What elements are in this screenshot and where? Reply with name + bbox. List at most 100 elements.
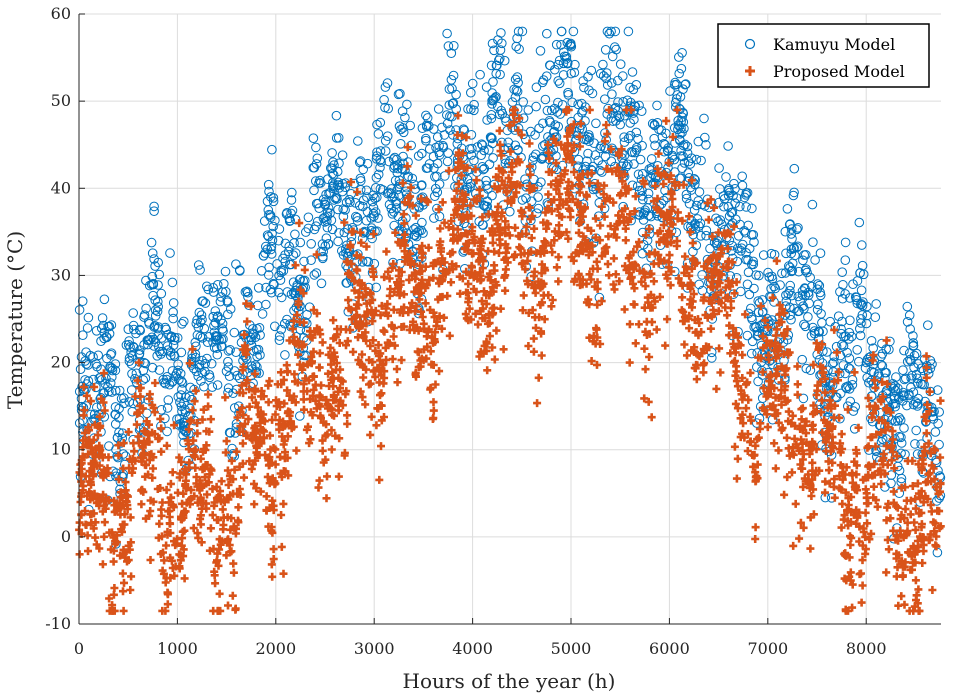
proposed-point — [217, 477, 226, 486]
kamuyu-point — [193, 260, 204, 270]
kamuyu-point — [598, 71, 609, 81]
proposed-point — [277, 511, 286, 519]
kamuyu-point — [400, 112, 410, 123]
proposed-point — [431, 337, 439, 346]
kamuyu-point — [635, 154, 646, 165]
proposed-point — [824, 457, 833, 466]
proposed-point — [500, 273, 509, 282]
proposed-point — [343, 411, 352, 420]
proposed-point — [267, 560, 276, 569]
kamuyu-point — [606, 78, 617, 88]
proposed-point — [459, 212, 467, 221]
kamuyu-point — [264, 186, 274, 197]
kamuyu-point — [554, 78, 565, 89]
proposed-point — [464, 239, 473, 248]
kamuyu-point — [652, 100, 662, 111]
proposed-point — [492, 281, 501, 290]
kamuyu-point — [670, 138, 680, 148]
proposed-point — [232, 447, 241, 456]
kamuyu-point — [800, 265, 811, 276]
kamuyu-point — [279, 318, 290, 329]
kamuyu-point — [407, 173, 418, 184]
proposed-point — [302, 425, 311, 434]
proposed-point — [169, 503, 178, 512]
kamuyu-point — [124, 356, 135, 367]
proposed-point — [155, 519, 164, 528]
kamuyu-point — [492, 60, 502, 71]
kamuyu-point — [200, 358, 210, 369]
kamuyu-point — [481, 82, 492, 92]
proposed-point — [923, 495, 932, 503]
kamuyu-point — [428, 124, 439, 134]
proposed-point — [109, 533, 118, 542]
proposed-point — [381, 343, 390, 352]
kamuyu-point — [545, 117, 556, 128]
proposed-point — [318, 446, 327, 455]
kamuyu-point — [905, 324, 916, 334]
proposed-point — [672, 242, 681, 250]
proposed-point — [238, 366, 247, 375]
kamuyu-point — [123, 324, 134, 335]
proposed-point — [886, 514, 895, 523]
kamuyu-point — [413, 151, 424, 161]
kamuyu-point — [486, 113, 497, 124]
proposed-point — [252, 484, 261, 493]
proposed-point — [269, 506, 278, 515]
proposed-point — [857, 598, 866, 607]
kamuyu-point — [409, 224, 419, 235]
kamuyu-point — [732, 193, 742, 203]
proposed-point — [710, 203, 718, 212]
kamuyu-point — [231, 347, 241, 358]
proposed-point — [84, 450, 93, 459]
proposed-point — [109, 557, 118, 566]
proposed-point — [575, 188, 584, 197]
proposed-point — [95, 544, 104, 553]
proposed-point — [501, 265, 510, 274]
proposed-point — [471, 309, 480, 318]
kamuyu-point — [785, 302, 795, 313]
proposed-point — [931, 519, 940, 528]
kamuyu-point — [733, 231, 744, 241]
kamuyu-point — [586, 65, 597, 76]
proposed-point — [522, 229, 531, 238]
kamuyu-point — [579, 82, 589, 93]
proposed-point — [398, 179, 407, 188]
proposed-point — [716, 368, 725, 377]
kamuyu-point — [329, 195, 339, 205]
proposed-point — [229, 568, 238, 577]
proposed-point — [347, 178, 355, 186]
proposed-point — [454, 179, 463, 188]
proposed-point — [712, 384, 721, 393]
proposed-point — [654, 149, 663, 158]
proposed-point — [76, 460, 85, 469]
proposed-point — [922, 352, 931, 361]
kamuyu-point — [736, 246, 746, 256]
kamuyu-point — [784, 261, 794, 271]
proposed-point — [571, 249, 580, 258]
proposed-point — [421, 299, 430, 308]
kamuyu-point — [168, 298, 179, 308]
proposed-point — [782, 433, 791, 442]
kamuyu-point — [646, 211, 656, 222]
proposed-point — [294, 350, 303, 359]
proposed-point — [193, 529, 202, 538]
proposed-point — [300, 265, 309, 274]
kamuyu-point — [893, 383, 903, 394]
proposed-point — [326, 343, 335, 352]
proposed-point — [227, 456, 236, 465]
proposed-point — [392, 365, 401, 374]
kamuyu-point — [268, 221, 279, 232]
kamuyu-point — [523, 105, 534, 115]
kamuyu-point — [274, 270, 284, 281]
kamuyu-point — [266, 241, 277, 252]
proposed-point — [470, 233, 479, 241]
proposed-point — [581, 236, 590, 244]
proposed-point — [322, 395, 331, 404]
kamuyu-point — [619, 132, 629, 142]
proposed-point — [605, 271, 613, 280]
kamuyu-point — [837, 316, 847, 327]
kamuyu-point — [421, 110, 431, 121]
kamuyu-point — [625, 82, 635, 93]
proposed-point — [591, 214, 600, 223]
kamuyu-point — [128, 308, 138, 318]
